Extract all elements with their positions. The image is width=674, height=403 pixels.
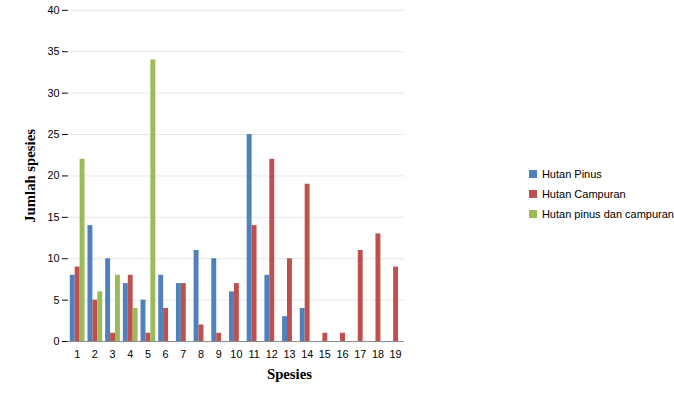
- svg-text:8: 8: [198, 348, 204, 360]
- svg-text:25: 25: [47, 128, 59, 140]
- svg-text:10: 10: [47, 252, 59, 264]
- svg-text:3: 3: [110, 348, 116, 360]
- svg-text:11: 11: [248, 348, 259, 360]
- svg-text:15: 15: [47, 211, 59, 223]
- svg-text:10: 10: [230, 348, 242, 360]
- svg-text:Jumlah spesies: Jumlah spesies: [22, 129, 38, 223]
- svg-text:1: 1: [74, 348, 80, 360]
- svg-text:13: 13: [283, 348, 295, 360]
- svg-text:4: 4: [127, 348, 133, 360]
- svg-text:5: 5: [53, 294, 59, 306]
- html-text:Hutan Campuran: Hutan Campuran: [541, 188, 626, 201]
- svg-text:15: 15: [319, 348, 331, 360]
- svg-text:7: 7: [180, 348, 186, 360]
- svg-text:16: 16: [337, 348, 349, 360]
- svg-text:20: 20: [47, 169, 59, 181]
- svg-text:40: 40: [47, 4, 59, 16]
- svg-text:0: 0: [53, 335, 59, 347]
- html-text:Hutan Pinus: Hutan Pinus: [541, 168, 602, 181]
- svg-text:5: 5: [145, 348, 151, 360]
- svg-text:2: 2: [92, 348, 98, 360]
- svg-text:6: 6: [163, 348, 169, 360]
- svg-text:14: 14: [301, 348, 313, 360]
- svg-text:12: 12: [266, 348, 278, 360]
- svg-text:19: 19: [390, 348, 402, 360]
- svg-text:9: 9: [216, 348, 222, 360]
- svg-text:17: 17: [354, 348, 366, 360]
- svg-text:30: 30: [47, 87, 59, 99]
- html-text:Hutan pinus dan campuran: Hutan pinus dan campuran: [541, 208, 674, 221]
- svg-text:18: 18: [372, 348, 384, 360]
- svg-text:35: 35: [47, 45, 59, 57]
- svg-text:Spesies: Spesies: [267, 366, 312, 382]
